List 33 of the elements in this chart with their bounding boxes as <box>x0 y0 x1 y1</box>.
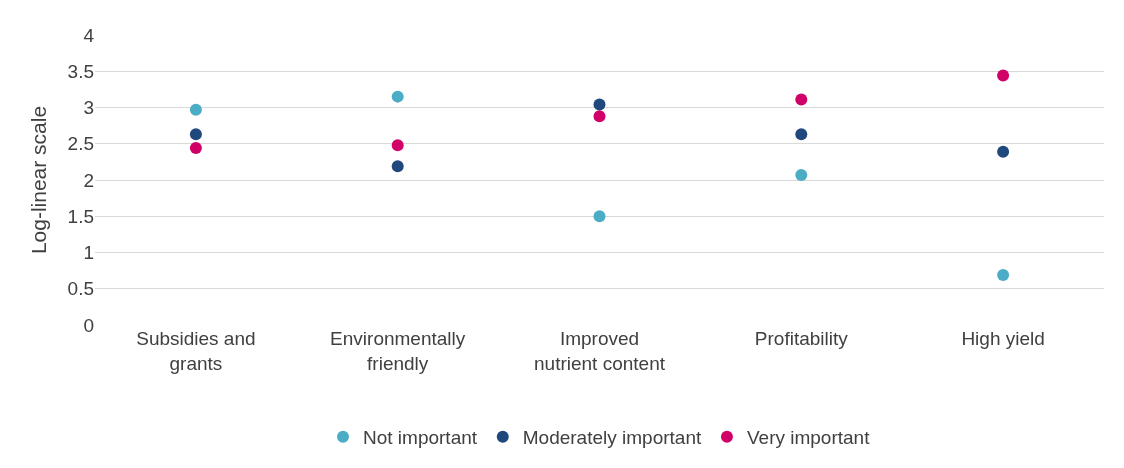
point <box>997 145 1010 158</box>
point <box>189 128 202 141</box>
y-tick-label: 3 <box>83 97 94 119</box>
x-tick-label: High yield <box>961 328 1045 349</box>
point <box>593 210 606 223</box>
point <box>189 142 202 155</box>
point <box>391 139 404 152</box>
legend-label: Not important <box>363 427 478 449</box>
y-tick-label: 3.5 <box>67 60 94 82</box>
point <box>795 128 808 141</box>
y-tick-label: 2 <box>83 169 94 191</box>
point <box>997 268 1010 281</box>
y-tick-label: 2.5 <box>67 133 94 155</box>
point <box>391 160 404 173</box>
legend-label: Moderately important <box>522 427 702 449</box>
x-tick-label: Profitability <box>754 328 849 349</box>
point <box>795 93 808 106</box>
point <box>189 103 202 116</box>
point <box>593 98 606 111</box>
point <box>391 90 404 103</box>
x-tick-label: Improved nutrient content <box>534 328 666 374</box>
point <box>997 69 1010 82</box>
legend-label: Very important <box>746 427 871 449</box>
y-tick-label: 1.5 <box>67 205 94 227</box>
y-axis-title: Log-linear scale <box>26 105 50 255</box>
y-tick-label: 4 <box>83 24 95 46</box>
x-tick-label: Subsidies and grants <box>136 328 256 374</box>
x-tick-label: Environmentally friendly <box>330 328 466 374</box>
y-tick-label: 1 <box>83 242 94 264</box>
y-tick-label: 0 <box>83 314 94 336</box>
point <box>593 110 606 123</box>
y-tick-label: 0.5 <box>67 278 94 300</box>
point <box>795 168 808 181</box>
